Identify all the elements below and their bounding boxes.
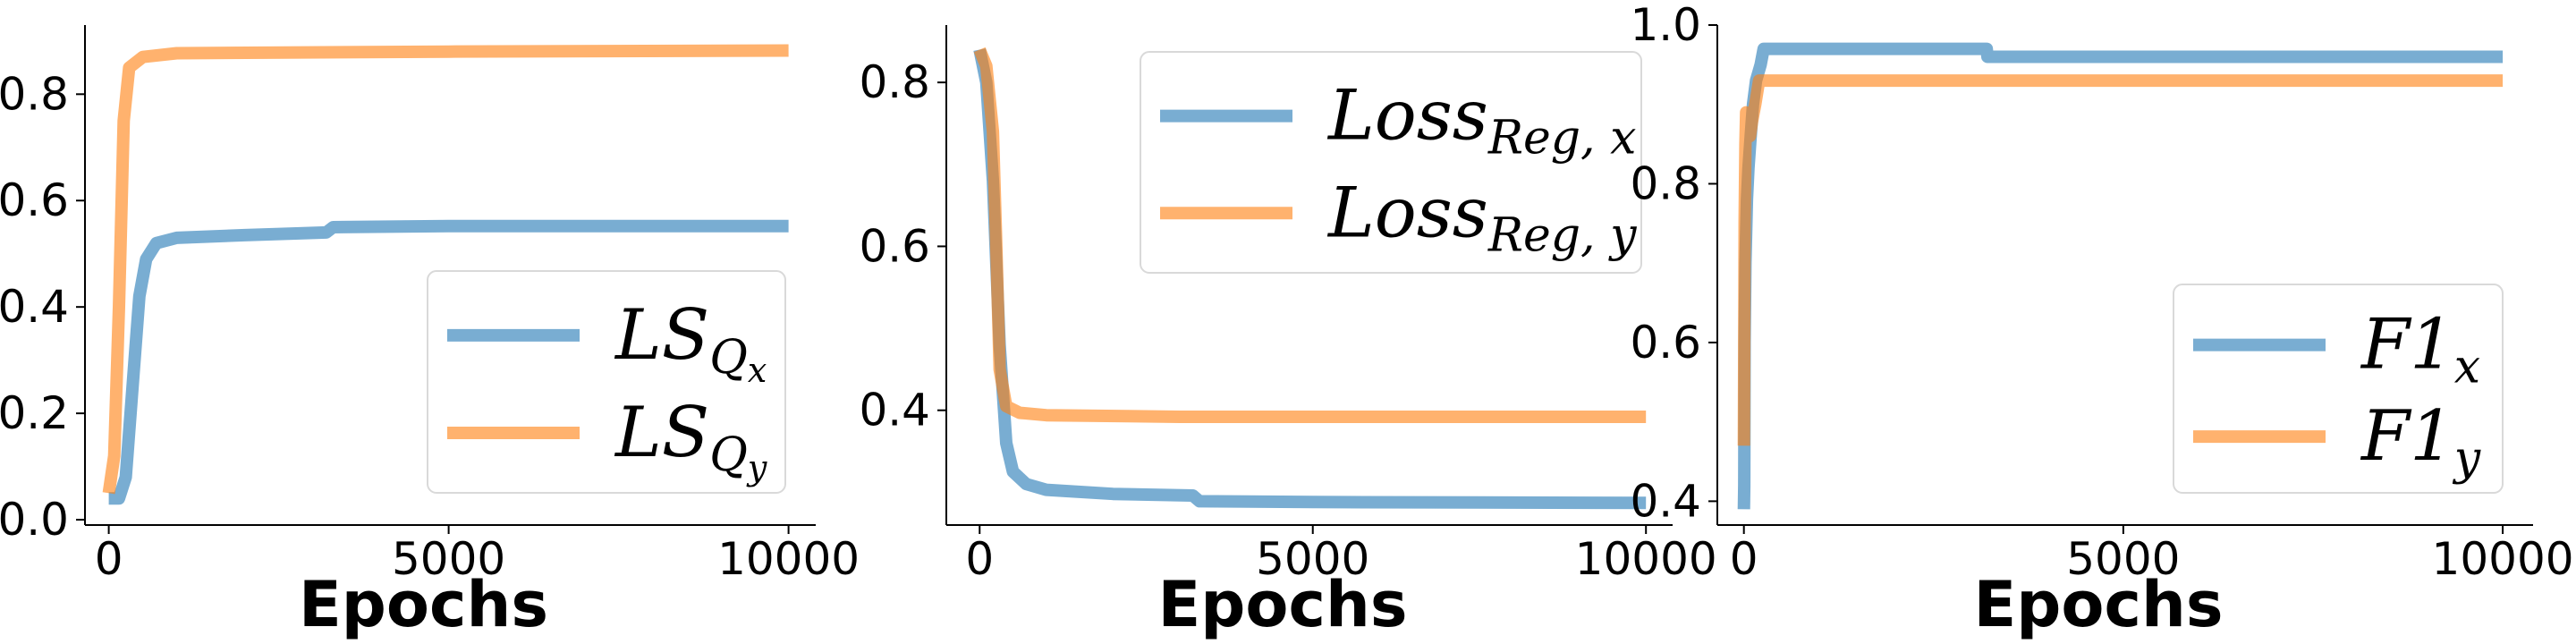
- legend-entry-2: LossReg, y: [1326, 173, 1637, 262]
- series-line-2: [102, 44, 789, 495]
- x-axis-label: Epochs: [299, 568, 548, 641]
- legend-entry-2: LSQy: [614, 393, 767, 487]
- y-tick-label: 0.6: [1630, 317, 1701, 369]
- x-axis-label: Epochs: [1157, 568, 1407, 641]
- y-tick-label: 0.4: [1630, 475, 1701, 527]
- series-line-1: [108, 219, 789, 505]
- y-tick-label: 1.0: [1630, 0, 1701, 51]
- x-tick-label: 5000: [1256, 533, 1369, 585]
- x-tick-label: 10000: [1575, 533, 1717, 585]
- chart-panel-2: 0 5000 10000 0.4 0.6 0.8 Epochs LossReg, xLossR…: [859, 25, 1717, 641]
- x-tick-label: 0: [1730, 533, 1758, 585]
- y-tick-label: 0.6: [0, 174, 69, 226]
- legend-entry-1: LossReg, x: [1326, 76, 1636, 165]
- y-tick-label: 0.8: [0, 68, 69, 120]
- y-tick-label: 0.8: [1630, 157, 1701, 209]
- x-tick-label: 0: [965, 533, 994, 585]
- legend-entry-1: LSQx: [614, 295, 767, 390]
- x-tick-label: 5000: [392, 533, 505, 585]
- y-tick-label: 0.6: [859, 220, 930, 272]
- y-tick-label: 0.4: [0, 281, 69, 333]
- y-tick-label: 0.0: [0, 494, 69, 546]
- x-tick-label: 10000: [2432, 533, 2574, 585]
- series-line-2: [973, 47, 1647, 423]
- y-tick-label: 0.8: [859, 56, 930, 108]
- series-line-2: [1737, 74, 2504, 446]
- x-tick-label: 10000: [717, 533, 860, 585]
- y-tick-label: 0.4: [859, 385, 930, 436]
- legend-entry-1: F1x: [2360, 305, 2480, 394]
- y-tick-label: 0.2: [0, 387, 69, 439]
- x-tick-label: 5000: [2066, 533, 2180, 585]
- legend-entry-2: F1y: [2360, 396, 2481, 486]
- x-axis-label: Epochs: [1973, 568, 2223, 641]
- x-tick-label: 0: [95, 533, 123, 585]
